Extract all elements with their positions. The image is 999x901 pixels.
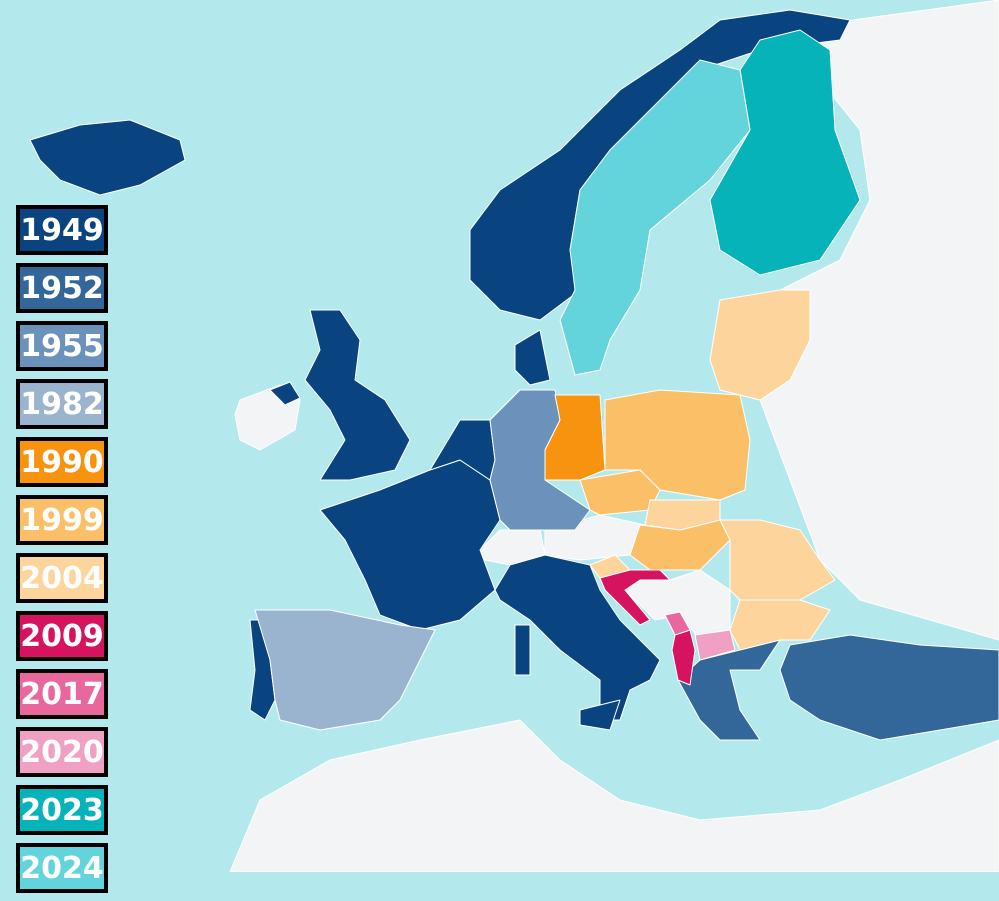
legend-year: 1999 <box>20 502 104 538</box>
legend-item-1949: 1949 <box>16 205 108 255</box>
legend-year: 2020 <box>20 734 104 770</box>
country-romania <box>719 519 836 601</box>
country-montenegro <box>664 611 691 636</box>
country-iceland <box>29 119 186 196</box>
members-2004 <box>589 289 836 651</box>
country-norway <box>469 9 851 321</box>
members-1952 <box>677 634 999 741</box>
legend-item-1990: 1990 <box>16 437 108 487</box>
legend-year: 2024 <box>20 850 104 886</box>
country-sicily <box>579 699 621 731</box>
country-north-macedonia <box>694 629 736 661</box>
legend-item-2023: 2023 <box>16 785 108 835</box>
legend: 1949 1952 1955 1982 1990 1999 2004 2009 2017 2020… <box>16 205 108 901</box>
country-finland <box>709 29 861 276</box>
country-bulgaria <box>729 599 831 651</box>
legend-item-1952: 1952 <box>16 263 108 313</box>
region-east-non-member <box>759 0 999 641</box>
members-1949 <box>29 9 851 731</box>
country-slovakia <box>644 499 721 531</box>
country-east-germany <box>544 394 606 481</box>
legend-year: 2004 <box>20 560 104 596</box>
country-baltics <box>709 289 811 401</box>
country-greece <box>677 639 781 741</box>
country-poland <box>604 389 751 501</box>
legend-item-2017: 2017 <box>16 669 108 719</box>
country-uk <box>304 309 411 481</box>
country-denmark <box>514 329 551 386</box>
legend-item-1982: 1982 <box>16 379 108 429</box>
country-northern-ireland <box>269 381 301 406</box>
legend-year: 1982 <box>20 386 104 422</box>
europe-map <box>29 0 999 872</box>
legend-item-1999: 1999 <box>16 495 108 545</box>
legend-item-2004: 2004 <box>16 553 108 603</box>
legend-year: 1990 <box>20 444 104 480</box>
legend-year: 1952 <box>20 270 104 306</box>
legend-item-1955: 1955 <box>16 321 108 371</box>
country-albania <box>671 629 696 686</box>
legend-year: 1955 <box>20 328 104 364</box>
country-italy <box>494 554 661 721</box>
country-sardinia <box>514 624 531 676</box>
legend-year: 2023 <box>20 792 104 828</box>
legend-year: 1949 <box>20 212 104 248</box>
legend-year: 2009 <box>20 618 104 654</box>
members-2009 <box>599 569 696 686</box>
members-1999 <box>579 389 751 571</box>
legend-item-2020: 2020 <box>16 727 108 777</box>
country-turkey <box>779 634 999 741</box>
legend-year: 2017 <box>20 676 104 712</box>
country-spain <box>254 609 436 731</box>
country-france <box>319 459 501 631</box>
legend-item-2024: 2024 <box>16 843 108 893</box>
legend-item-2009: 2009 <box>16 611 108 661</box>
country-sweden <box>559 59 751 376</box>
country-croatia <box>599 569 671 626</box>
region-north-africa <box>229 719 999 872</box>
